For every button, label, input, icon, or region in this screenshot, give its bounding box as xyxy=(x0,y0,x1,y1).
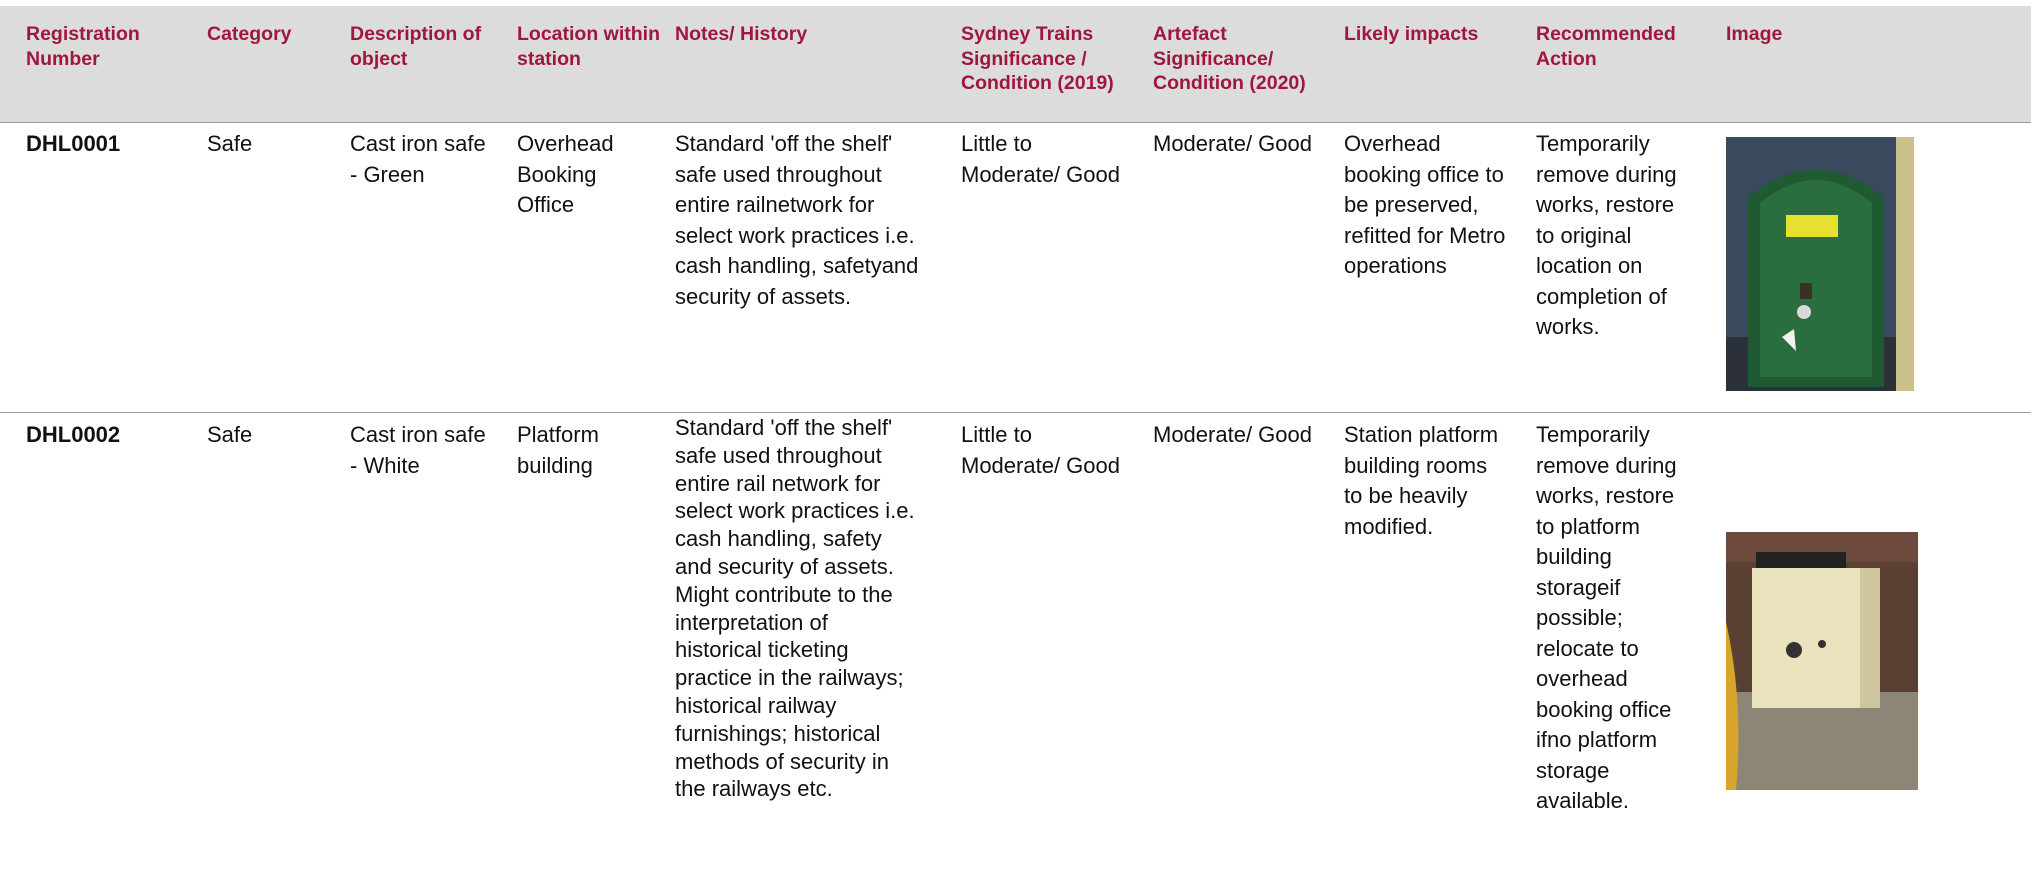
likely-impacts-cell: Station platform building rooms to be he… xyxy=(1344,422,1499,539)
column-header: Description of object xyxy=(350,23,482,70)
column-header: Image xyxy=(1726,23,1783,45)
location-cell: Platform building xyxy=(517,422,599,478)
artefact-significance-cell: Moderate/ Good xyxy=(1153,131,1312,156)
column-header: Category xyxy=(207,23,292,45)
artefact-significance-cell: Moderate/ Good xyxy=(1153,422,1312,447)
notes-history-cell: Standard 'off the shelf' safe used throu… xyxy=(675,415,915,802)
sydney-trains-significance-cell: Little to Moderate/ Good xyxy=(961,422,1120,478)
sydney-trains-significance-cell: Little to Moderate/ Good xyxy=(961,131,1120,187)
table-header: Registration Number Category Description o… xyxy=(0,6,2031,123)
likely-impacts-cell: Overhead booking office to be preserved,… xyxy=(1344,131,1506,278)
registration-number-cell: DHL0002 xyxy=(26,422,121,447)
row-separator xyxy=(0,412,2031,413)
description-cell: Cast iron safe - Green xyxy=(350,131,486,187)
location-cell: Overhead Booking Office xyxy=(517,131,614,217)
description-cell: Cast iron safe - White xyxy=(350,422,486,478)
column-header: Likely impacts xyxy=(1344,23,1479,45)
column-header: Notes/ History xyxy=(675,23,808,45)
column-header: Recommended Action xyxy=(1536,23,1676,70)
column-header: Sydney Trains Significance / Condition (… xyxy=(961,23,1114,94)
column-header: Artefact Significance/ Condition (2020) xyxy=(1153,23,1306,94)
safe-photo-white xyxy=(1726,532,1918,790)
safe-photo-green xyxy=(1726,137,1914,391)
category-cell: Safe xyxy=(207,131,253,156)
column-header: Location within station xyxy=(517,23,660,70)
recommended-action-cell: Temporarily remove during works, restore… xyxy=(1536,422,1677,813)
recommended-action-cell: Temporarily remove during works, restore… xyxy=(1536,131,1677,339)
notes-history-cell: Standard 'off the shelf' safe used throu… xyxy=(675,131,919,309)
registration-number-cell: DHL0001 xyxy=(26,131,121,156)
column-header: Registration Number xyxy=(26,23,140,70)
category-cell: Safe xyxy=(207,422,253,447)
